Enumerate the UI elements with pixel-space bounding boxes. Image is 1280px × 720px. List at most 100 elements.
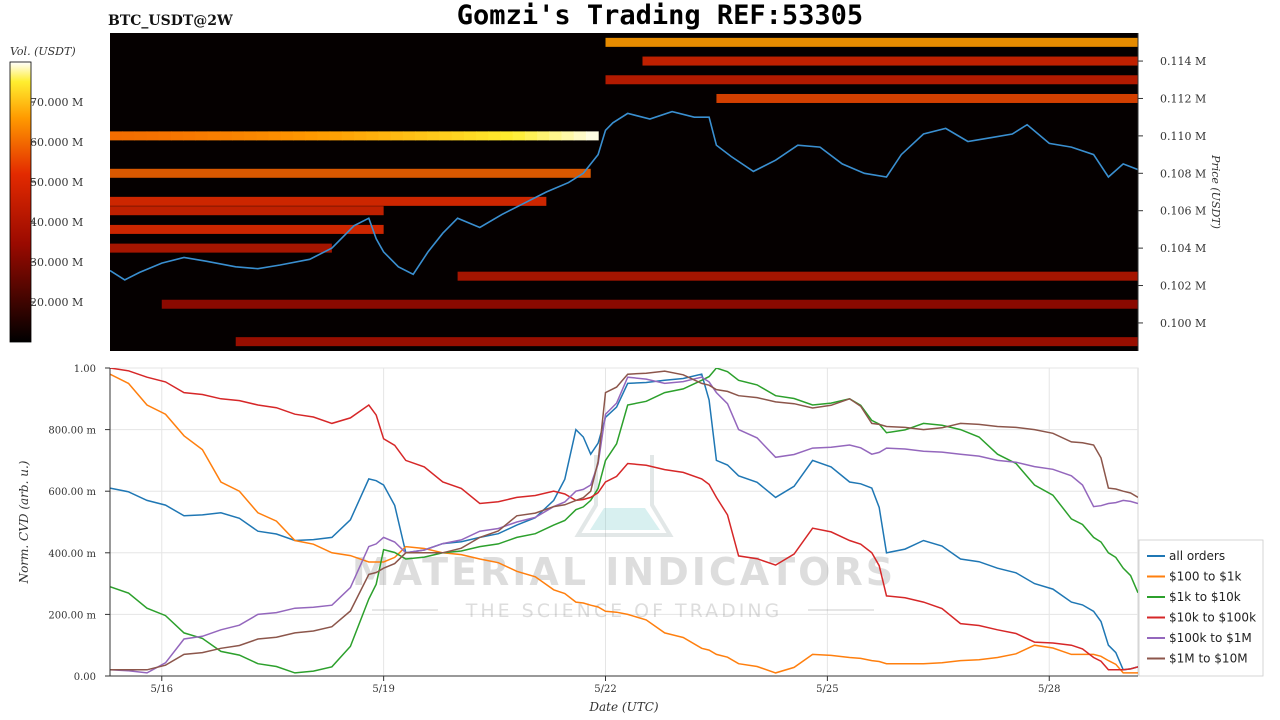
heatmap-band [110,206,384,216]
y-tick-label: 400.00 m [48,549,96,560]
heatmap-band-segment [244,131,258,141]
heatmap-band-segment [305,131,319,141]
heatmap-band-segment [366,131,380,141]
legend-label: $1k to $10k [1169,590,1241,604]
heatmap-band-segment [549,131,563,141]
heatmap-band-segment [146,131,160,141]
heatmap-band [457,271,1138,281]
heatmap-band-segment [256,131,270,141]
heatmap-band-segment [268,131,282,141]
price-tick-label: 0.108 M [1160,167,1206,180]
heatmap-band [642,56,1138,66]
price-tick-label: 0.114 M [1160,55,1206,68]
heatmap-band [110,243,332,253]
series-line--10k-to-100k [110,368,1138,671]
colorbar-tick-label: 20.000 M [30,296,83,309]
series-line--1m-to-10m [110,370,1138,671]
watermark-line2: THE SCIENCE OF TRADING [465,600,783,622]
price-tick-label: 0.100 M [1160,317,1206,330]
x-tick-label: 5/16 [151,684,173,695]
y-tick-label: 800.00 m [48,426,96,437]
colorbar-tick-label: 60.000 M [30,136,83,149]
orderbook-heatmap: 0.100 M 0.102 M 0.104 M 0.106 M 0.108 M 0.110… [110,33,1222,351]
heatmap-band-segment [476,131,489,141]
series-line--1k-to-10k [110,368,1138,674]
heatmap-band-segment [488,131,502,141]
heatmap-band [605,75,1138,85]
heatmap-band-segment [500,131,514,141]
colorbar-tick-label: 70.000 M [30,96,83,109]
heatmap-band [110,196,547,206]
colorbar-label: Vol. (USDT) [10,45,76,58]
heatmap-band-segment [341,131,355,141]
heatmap-band-segment [561,131,575,141]
heatmap-band-segment [158,131,172,141]
heatmap-band-segment [402,131,416,141]
x-tick-label: 5/28 [1038,684,1060,695]
watermark: MATERIAL INDICATORS THE SCIENCE OF TRADI… [352,455,893,622]
heatmap-band-segment [415,131,428,141]
page-title: Gomzi's Trading REF:53305 [457,0,863,31]
heatmap-band-segment [317,131,331,141]
heatmap-band-segment [354,131,367,141]
y-tick-label: 0.00 [74,672,96,683]
heatmap-band-segment [537,131,550,141]
heatmap-band [161,299,1138,309]
heatmap-band [716,93,1138,103]
heatmap-band-segment [378,131,392,141]
heatmap-band-segment [134,131,148,141]
x-tick-label: 5/22 [594,684,616,695]
legend: all orders $100 to $1k $1k to $10k $10k to … [1138,539,1264,677]
heatmap-band [110,224,384,234]
legend-label: $1M to $10M [1169,652,1248,666]
price-tick-label: 0.102 M [1160,280,1206,293]
heatmap-band-segment [219,131,233,141]
legend-label: all orders [1169,549,1225,563]
series-line-all-orders [110,373,1138,671]
heatmap-band-segment [573,131,587,141]
heatmap-band-segment [585,131,599,141]
x-tick-label: 5/25 [816,684,838,695]
price-axis-label: Price (USDT) [1209,154,1222,229]
legend-label: $10k to $100k [1169,611,1256,625]
x-tick-label: 5/19 [372,684,394,695]
heatmap-band-segment [463,131,477,141]
heatmap-band-segment [439,131,453,141]
heatmap-band-segment [183,131,197,141]
price-line [110,110,1138,281]
legend-box [1138,539,1264,677]
price-tick-label: 0.112 M [1160,92,1206,105]
legend-label: $100k to $1M [1169,631,1252,645]
watermark-flask-icon [574,455,674,537]
y-tick-label: 1.00 [74,364,96,375]
colorbar-tick-label: 30.000 M [30,256,83,269]
heatmap-background [110,33,1138,351]
colorbar-gradient [9,61,32,343]
heatmap-band-segment [110,131,123,141]
heatmap-band-segment [207,131,221,141]
heatmap-band-segment [524,131,538,141]
x-axis-label: Date (UTC) [588,700,658,714]
legend-label: $100 to $1k [1169,570,1241,584]
volume-colorbar: Vol. (USDT) 20.000 M 30.000 M 40.000 M 50.0… [9,45,83,343]
price-tick-label: 0.104 M [1160,242,1206,255]
y-tick-label: 200.00 m [48,610,96,621]
cvd-chart: MATERIAL INDICATORS THE SCIENCE OF TRADI… [17,364,1139,714]
series-line--100k-to-1m [110,376,1138,674]
colorbar-tick-label: 40.000 M [30,216,83,229]
heatmap-band-segment [171,131,184,141]
heatmap-band [605,37,1138,47]
heatmap-band-segment [280,131,294,141]
price-tick-label: 0.106 M [1160,205,1206,218]
heatmap-band [110,168,591,178]
y-axis-label: Norm. CVD (arb. u.) [17,460,31,584]
heatmap-band-segment [390,131,404,141]
heatmap-band-segment [451,131,465,141]
colorbar-tick-label: 50.000 M [30,176,83,189]
y-tick-label: 600.00 m [48,487,96,498]
heatmap-band-segment [329,131,343,141]
series-line--100-to-1k [110,373,1138,674]
heatmap-band-segment [293,131,306,141]
symbol-label: BTC_USDT@2W [108,13,233,29]
